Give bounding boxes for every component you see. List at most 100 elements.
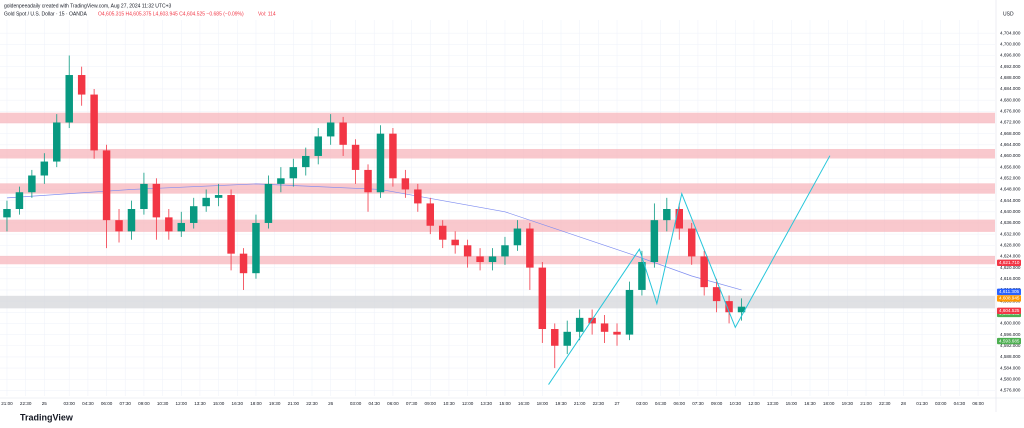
logo: TradingView [20,412,74,422]
candle-body [202,197,210,207]
x-tick-label: 06:00 [674,401,686,406]
y-tick-label: 4,588.000 [1000,354,1021,359]
candle-body [227,195,235,254]
candle-body [737,306,746,313]
zone [0,219,995,232]
price-tag [997,295,1021,302]
candle-body [600,323,609,332]
candle-body [501,245,509,257]
x-tick-label: 26 [328,401,334,406]
x-tick-label: 09:00 [425,401,437,406]
candle-body [314,136,322,156]
x-tick-label: 04:30 [655,401,667,406]
y-tick-label: 4,600.000 [1000,321,1021,326]
candle-body [488,256,497,263]
candle-body [551,329,559,346]
x-tick-label: 03:00 [350,401,362,406]
price-tag [997,337,1021,345]
candle-body [463,245,472,257]
candle-body [140,183,148,209]
candle-body [239,253,248,274]
x-tick-label: 25 [42,401,48,406]
x-tick-label: 06:00 [101,401,113,406]
y-tick-label: 4,656.000 [1000,164,1021,169]
y-tick-label: 4,644.000 [1000,198,1021,203]
x-tick-label: 09:00 [711,401,723,406]
x-tick-label: 07:30 [406,401,418,406]
candle-body [364,169,372,193]
y-tick-label: 4,628.000 [1000,243,1021,248]
candle-body [712,287,721,302]
candle-body [277,178,285,184]
x-tick-label: 03:00 [935,401,947,406]
x-tick-label: 22:30 [20,401,32,406]
candle-body [401,178,410,190]
candle-body [189,206,198,223]
x-tick-label: 13:30 [194,401,206,406]
x-tick-label: 19:30 [269,401,281,406]
x-tick-label: 18:00 [537,401,549,406]
ohlc: O4,605.315 H4,605.375 L4,603.945 C4,604.… [98,11,244,17]
x-tick-label: 21:00 [288,401,300,406]
x-tick-label: 07:30 [692,401,704,406]
x-tick-label: 28 [901,401,907,406]
candle-body [90,94,98,151]
y-tick-label: 4,576.000 [1000,388,1021,393]
candle-body [575,317,584,332]
x-tick-label: 07:30 [119,401,131,406]
x-tick-label: 03:00 [63,401,75,406]
x-tick-label: 22:30 [306,401,318,406]
x-tick-label: 19:30 [842,401,854,406]
candle-body [650,220,659,263]
candle-body [625,289,634,335]
y-tick-label: 4,660.000 [1000,153,1021,158]
candle-body [28,175,36,193]
candle-body [3,209,11,218]
price-tag [997,259,1021,267]
y-tick-label: 4,696.000 [1000,53,1021,58]
candle-body [77,75,86,95]
y-tick-label: 4,704.000 [1000,30,1021,35]
y-tick-label: 4,632.000 [1000,231,1021,236]
x-tick-label: 15:00 [786,401,798,406]
candle-body [264,183,273,223]
candle-body [15,192,24,209]
price-tag-label: 4,593.685 [999,338,1020,343]
candle-body [177,222,186,232]
x-tick-label: 03:00 [636,401,648,406]
candle-body [538,267,547,330]
candle-body [613,331,621,335]
x-tick-label: 22:30 [593,401,605,406]
candle-body [351,144,360,170]
zone [0,255,995,265]
price-tag-label: 4,604.525 [999,308,1020,313]
x-tick-label: 18:00 [250,401,262,406]
y-tick-label: 4,668.000 [1000,131,1021,136]
x-tick-label: 10:30 [730,401,742,406]
candle-body [53,122,61,162]
candle-body [102,150,111,221]
chart-title: Gold Spot / U.S. Dollar · 15 · OANDA [4,11,87,17]
candle-body [40,161,49,176]
x-tick-label: 06:00 [387,401,399,406]
candle-body [687,228,696,257]
y-tick-label: 4,648.000 [1000,187,1021,192]
y-tick-label: 4,640.000 [1000,209,1021,214]
x-tick-label: 12:00 [462,401,474,406]
zone [0,112,995,124]
candle-body [389,133,397,179]
y-tick-label: 4,684.000 [1000,86,1021,91]
candle-body [326,122,335,137]
candle-body [302,155,310,168]
x-tick-label: 21:00 [1,401,13,406]
price-tag-label: 4,608.945 [999,296,1020,301]
x-tick-label: 10:30 [443,401,455,406]
y-tick-label: 4,676.000 [1000,109,1021,114]
header: goldenpeeadaily created with TradingView… [4,3,172,9]
x-tick-label: 04:30 [82,401,94,406]
candle-body [513,228,522,246]
y-tick-label: 4,636.000 [1000,220,1021,225]
x-tick-label: 16:30 [804,401,816,406]
drawing-line [548,155,831,385]
